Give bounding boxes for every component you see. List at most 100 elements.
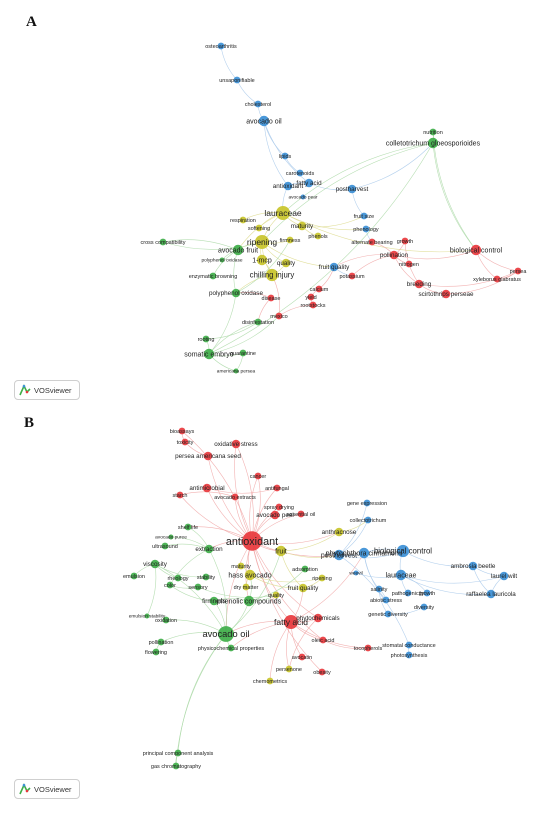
- b-node-antifungal[interactable]: [273, 484, 281, 492]
- a-node-somatic-embryo[interactable]: [203, 348, 215, 360]
- a-node-respiration[interactable]: [239, 216, 247, 224]
- a-node-nutrition[interactable]: [429, 128, 437, 136]
- b-node-maturity[interactable]: [237, 562, 245, 570]
- a-node-fruit-size[interactable]: [360, 212, 368, 220]
- a-node-colletotrichum[interactable]: [427, 137, 439, 149]
- b-node-bioassays[interactable]: [178, 427, 186, 435]
- a-node-xyleborus[interactable]: [493, 275, 501, 283]
- b-node-emulsion-stab[interactable]: [144, 613, 150, 619]
- a-node-yield[interactable]: [307, 293, 315, 301]
- a-node-avocado-pear[interactable]: [300, 194, 306, 200]
- b-node-fatty-acid[interactable]: [284, 615, 298, 629]
- b-node-stomatal[interactable]: [405, 641, 413, 649]
- a-node-disease[interactable]: [267, 294, 275, 302]
- a-node-alternate-bearing[interactable]: [368, 238, 376, 246]
- a-node-calcium[interactable]: [315, 285, 323, 293]
- b-node-hass-avocado[interactable]: [244, 569, 256, 581]
- a-node-disinfestation[interactable]: [254, 318, 262, 326]
- a-node-softening[interactable]: [255, 224, 263, 232]
- a-node-potassium[interactable]: [348, 272, 356, 280]
- b-node-pollination[interactable]: [157, 638, 165, 646]
- a-node-nitrogen[interactable]: [405, 260, 413, 268]
- b-node-postharvest[interactable]: [333, 549, 345, 561]
- b-node-stability[interactable]: [202, 573, 210, 581]
- a-node-scirtothrips[interactable]: [441, 289, 451, 299]
- b-node-emulsion[interactable]: [130, 572, 138, 580]
- b-node-firmness[interactable]: [209, 596, 219, 606]
- b-node-chemometrics[interactable]: [266, 677, 274, 685]
- a-node-americana[interactable]: [233, 368, 239, 374]
- b-node-adsorption[interactable]: [301, 565, 309, 573]
- network-map-a[interactable]: osteoarthritis unsaponifiable cholesterol a…: [0, 0, 548, 400]
- b-node-quality[interactable]: [272, 591, 280, 599]
- b-node-gc[interactable]: [172, 762, 180, 770]
- b-node-sensory[interactable]: [194, 583, 202, 591]
- a-node-rootstocks[interactable]: [309, 301, 317, 309]
- a-node-chilling-injury[interactable]: [265, 268, 279, 282]
- b-node-oleic-acid[interactable]: [319, 636, 327, 644]
- a-node-avocado-fruit[interactable]: [232, 244, 244, 256]
- a-node-avocado-oil[interactable]: [258, 115, 270, 127]
- b-node-phytophthora[interactable]: [358, 547, 370, 559]
- b-node-tocopherols[interactable]: [364, 644, 372, 652]
- b-node-fruit[interactable]: [275, 545, 287, 557]
- b-node-color[interactable]: [166, 581, 174, 589]
- b-node-collectotrichum[interactable]: [364, 516, 372, 524]
- b-node-growth[interactable]: [423, 589, 431, 597]
- b-node-physico[interactable]: [227, 644, 235, 652]
- b-node-rheology[interactable]: [174, 574, 182, 582]
- a-node-growth[interactable]: [401, 237, 409, 245]
- b-node-pca[interactable]: [174, 749, 182, 757]
- b-node-salinity[interactable]: [375, 585, 383, 593]
- a-node-cholesterol[interactable]: [254, 100, 262, 108]
- a-node-ppo[interactable]: [231, 288, 241, 298]
- b-node-avocado-extracts[interactable]: [231, 493, 239, 501]
- b-node-oxidative-stress[interactable]: [231, 439, 241, 449]
- b-node-phytochemicals[interactable]: [313, 613, 323, 623]
- b-node-toxicity[interactable]: [181, 438, 189, 446]
- a-node-ripening[interactable]: [255, 235, 269, 249]
- b-node-obesity[interactable]: [318, 668, 326, 676]
- a-node-fatty-acid[interactable]: [304, 178, 314, 188]
- b-node-pathogenicity[interactable]: [404, 589, 412, 597]
- a-node-rooting[interactable]: [202, 335, 210, 343]
- a-node-persea[interactable]: [514, 267, 522, 275]
- a-node-breeding[interactable]: [414, 279, 424, 289]
- b-node-avocatin[interactable]: [298, 653, 306, 661]
- a-node-postharvest[interactable]: [347, 184, 357, 194]
- a-node-unsaponifiable[interactable]: [233, 76, 241, 84]
- b-node-viscosity[interactable]: [150, 559, 160, 569]
- b-node-antioxidant[interactable]: [242, 531, 262, 551]
- b-node-ambrosia[interactable]: [468, 561, 478, 571]
- b-node-anthracnose[interactable]: [334, 527, 344, 537]
- a-node-lauraceae[interactable]: [276, 206, 290, 220]
- a-node-antioxidant[interactable]: [283, 181, 293, 191]
- a-node-fruit-quality[interactable]: [329, 262, 339, 272]
- a-node-polyphenol-oxidase-1[interactable]: [219, 257, 225, 263]
- b-node-shelf-life[interactable]: [184, 523, 192, 531]
- a-node-pollination[interactable]: [389, 250, 399, 260]
- b-node-antimicrobial[interactable]: [202, 483, 212, 493]
- vosviewer-badge-a[interactable]: VOSviewer: [14, 380, 80, 400]
- b-node-ultrasound[interactable]: [161, 542, 169, 550]
- b-node-spray-drying[interactable]: [275, 503, 283, 511]
- a-node-firmness[interactable]: [286, 236, 294, 244]
- b-node-weevil[interactable]: [353, 570, 359, 576]
- b-node-gene-expression[interactable]: [363, 499, 371, 507]
- b-node-avocado-peel[interactable]: [270, 510, 280, 520]
- a-node-biological-control[interactable]: [470, 244, 482, 256]
- network-map-b[interactable]: bioassays toxicity oxidative stress persea …: [0, 410, 548, 815]
- b-node-phenolic[interactable]: [243, 595, 255, 607]
- b-node-persenone[interactable]: [285, 665, 293, 673]
- a-node-quarantine[interactable]: [239, 349, 247, 357]
- a-node-osteoarthritis[interactable]: [217, 42, 225, 50]
- a-node-lipids[interactable]: [281, 152, 289, 160]
- a-node-mexico[interactable]: [275, 312, 283, 320]
- b-node-essential-oil[interactable]: [297, 510, 305, 518]
- b-node-raffaelea[interactable]: [486, 589, 496, 599]
- b-node-lauraceae[interactable]: [395, 569, 407, 581]
- vosviewer-badge-b[interactable]: VOSviewer: [14, 779, 80, 799]
- a-node-cross-compatibility[interactable]: [159, 238, 167, 246]
- b-node-flowering[interactable]: [152, 648, 160, 656]
- b-node-extraction[interactable]: [204, 544, 214, 554]
